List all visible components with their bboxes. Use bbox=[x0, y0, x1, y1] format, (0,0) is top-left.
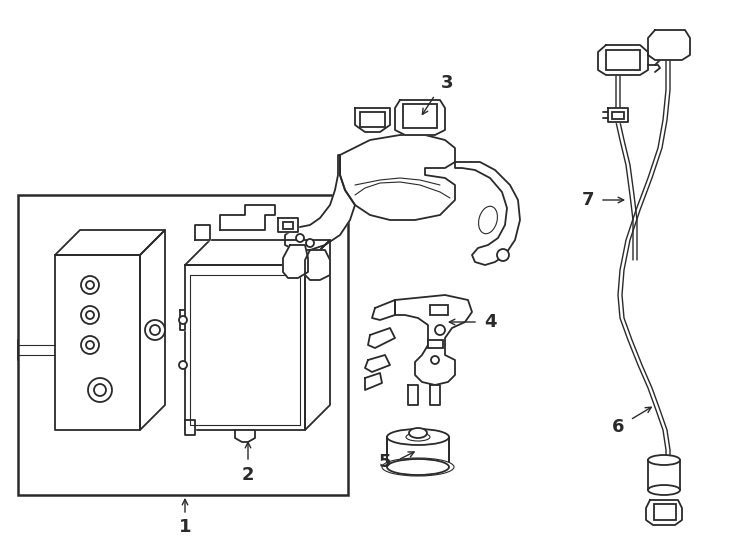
Ellipse shape bbox=[387, 429, 449, 445]
Polygon shape bbox=[235, 430, 255, 442]
Ellipse shape bbox=[648, 485, 680, 495]
Polygon shape bbox=[185, 265, 305, 430]
Circle shape bbox=[497, 249, 509, 261]
Polygon shape bbox=[55, 255, 140, 430]
Circle shape bbox=[86, 281, 94, 289]
Text: 6: 6 bbox=[611, 418, 624, 436]
Polygon shape bbox=[305, 240, 330, 430]
Polygon shape bbox=[340, 135, 455, 220]
Polygon shape bbox=[646, 500, 682, 525]
Ellipse shape bbox=[648, 455, 680, 465]
Polygon shape bbox=[648, 30, 690, 60]
Text: 1: 1 bbox=[179, 518, 192, 536]
Bar bbox=[360, 112, 385, 127]
Bar bbox=[428, 340, 443, 348]
Ellipse shape bbox=[479, 206, 498, 234]
Bar bbox=[18, 195, 348, 495]
Polygon shape bbox=[278, 218, 298, 232]
Polygon shape bbox=[283, 245, 308, 278]
Text: 2: 2 bbox=[241, 466, 254, 484]
Circle shape bbox=[150, 325, 160, 335]
Bar bbox=[654, 504, 676, 520]
Polygon shape bbox=[285, 155, 355, 250]
Polygon shape bbox=[455, 162, 520, 265]
Polygon shape bbox=[365, 355, 390, 372]
Circle shape bbox=[179, 361, 187, 369]
Polygon shape bbox=[140, 230, 165, 430]
Circle shape bbox=[88, 378, 112, 402]
Circle shape bbox=[81, 276, 99, 294]
Text: 5: 5 bbox=[379, 453, 391, 471]
Text: 4: 4 bbox=[484, 313, 496, 331]
Polygon shape bbox=[305, 250, 330, 280]
Polygon shape bbox=[408, 385, 418, 405]
Circle shape bbox=[145, 320, 165, 340]
Polygon shape bbox=[55, 230, 165, 255]
Circle shape bbox=[431, 356, 439, 364]
Polygon shape bbox=[220, 205, 275, 230]
Text: 7: 7 bbox=[582, 191, 595, 209]
Bar bbox=[403, 104, 437, 128]
Circle shape bbox=[81, 306, 99, 324]
Ellipse shape bbox=[382, 458, 454, 476]
Ellipse shape bbox=[387, 459, 449, 475]
Polygon shape bbox=[395, 295, 472, 385]
Polygon shape bbox=[185, 420, 195, 435]
Polygon shape bbox=[195, 225, 210, 240]
Circle shape bbox=[296, 234, 304, 242]
Bar bbox=[430, 305, 448, 315]
Bar bbox=[606, 50, 640, 70]
Circle shape bbox=[94, 384, 106, 396]
Circle shape bbox=[86, 341, 94, 349]
Polygon shape bbox=[372, 300, 395, 320]
Ellipse shape bbox=[409, 428, 427, 438]
Polygon shape bbox=[648, 460, 680, 490]
Polygon shape bbox=[355, 108, 390, 132]
Circle shape bbox=[306, 239, 314, 247]
Bar bbox=[387, 437, 449, 467]
Polygon shape bbox=[608, 108, 628, 122]
Bar bbox=[612, 112, 624, 119]
Polygon shape bbox=[368, 328, 395, 348]
Bar bbox=[283, 222, 293, 229]
Polygon shape bbox=[180, 310, 185, 330]
Circle shape bbox=[86, 311, 94, 319]
Polygon shape bbox=[365, 373, 382, 390]
Polygon shape bbox=[395, 100, 445, 135]
Ellipse shape bbox=[406, 433, 430, 441]
Circle shape bbox=[435, 325, 445, 335]
Polygon shape bbox=[430, 385, 440, 405]
Polygon shape bbox=[185, 240, 330, 265]
Circle shape bbox=[179, 316, 187, 324]
Text: 3: 3 bbox=[440, 74, 454, 92]
Polygon shape bbox=[598, 45, 648, 75]
Circle shape bbox=[81, 336, 99, 354]
